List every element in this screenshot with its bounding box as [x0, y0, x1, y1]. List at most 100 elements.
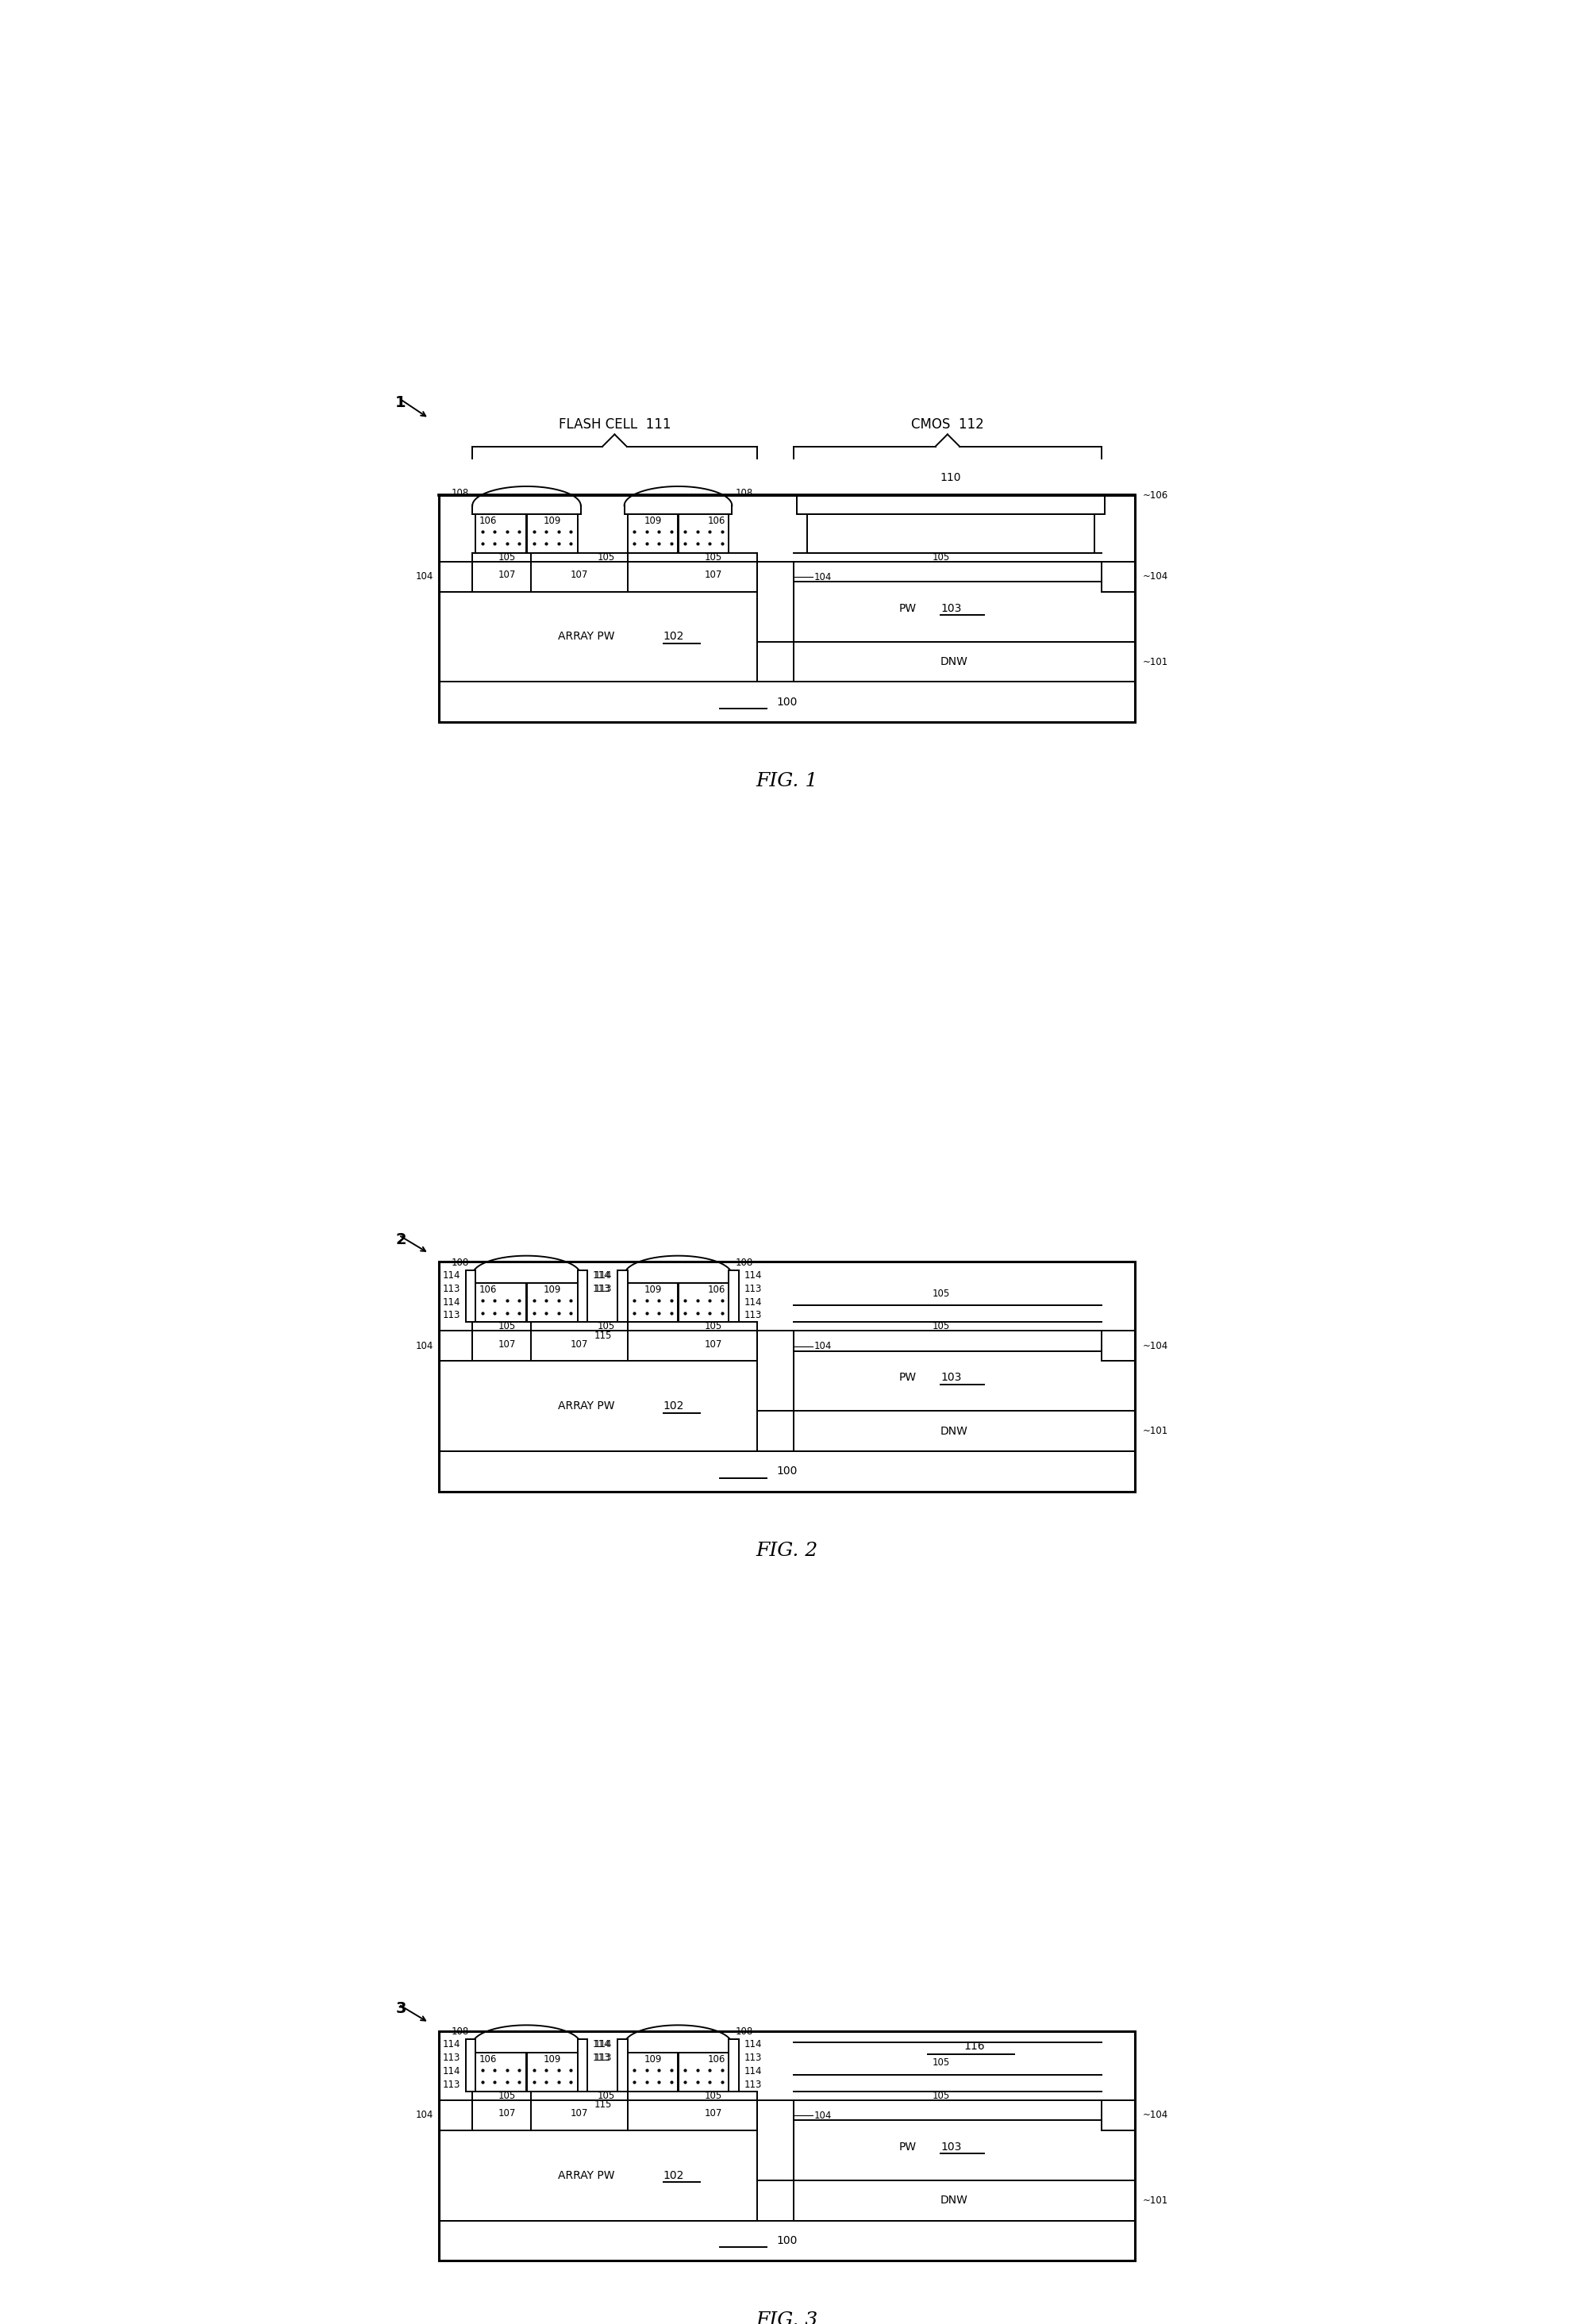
Text: 108: 108	[451, 1257, 469, 1267]
Text: 100: 100	[775, 1466, 798, 1476]
Text: 106: 106	[708, 516, 725, 525]
Text: 116: 116	[963, 2040, 985, 2052]
Text: ~104: ~104	[1142, 1341, 1167, 1350]
Text: 109: 109	[643, 2054, 661, 2064]
Text: PW: PW	[898, 602, 915, 614]
Text: 107: 107	[571, 2108, 588, 2119]
Text: 109: 109	[543, 1285, 562, 1294]
Bar	[439, 562, 472, 593]
Bar	[757, 1332, 793, 1411]
Text: 1: 1	[395, 395, 406, 409]
Bar	[617, 2040, 628, 2092]
Bar	[527, 1283, 577, 1322]
Text: 113: 113	[595, 1283, 612, 1294]
Bar	[439, 593, 757, 681]
Text: 104: 104	[415, 1341, 433, 1350]
Text: 114: 114	[442, 2040, 459, 2050]
Text: 113: 113	[442, 1311, 459, 1320]
Text: 105: 105	[598, 1322, 615, 1332]
Text: 106: 106	[478, 516, 497, 525]
Text: FIG. 2: FIG. 2	[755, 1541, 818, 1559]
Text: 107: 107	[705, 569, 722, 581]
Bar	[757, 562, 793, 641]
Text: 113: 113	[442, 2080, 459, 2089]
Text: ARRAY PW: ARRAY PW	[557, 2171, 613, 2180]
Bar	[678, 514, 728, 553]
Text: 113: 113	[593, 2052, 610, 2064]
Text: 102: 102	[662, 2171, 684, 2180]
Text: 103: 103	[941, 2140, 961, 2152]
Text: 115: 115	[593, 2101, 612, 2110]
Text: 114: 114	[593, 1271, 610, 1281]
Text: 106: 106	[478, 2054, 497, 2064]
Bar	[728, 2040, 738, 2092]
Text: ~101: ~101	[1142, 1427, 1167, 1436]
Text: ~104: ~104	[1142, 572, 1167, 581]
Text: 114: 114	[744, 1271, 761, 1281]
Text: 106: 106	[708, 1285, 725, 1294]
Bar	[475, 514, 525, 553]
Text: 108: 108	[735, 1257, 752, 1267]
Text: 107: 107	[705, 1339, 722, 1350]
Text: PW: PW	[898, 1371, 915, 1383]
Bar	[475, 1283, 525, 1322]
Bar	[757, 2101, 793, 2180]
Text: ~101: ~101	[1142, 658, 1167, 667]
Bar	[628, 2052, 678, 2092]
Text: 114: 114	[593, 2040, 610, 2050]
Text: 105: 105	[931, 2057, 949, 2068]
Text: 108: 108	[451, 488, 469, 497]
Text: 109: 109	[543, 516, 562, 525]
Text: 115: 115	[593, 1329, 612, 1341]
Text: 109: 109	[643, 1285, 661, 1294]
Text: ~101: ~101	[1142, 2196, 1167, 2205]
Text: 105: 105	[931, 2092, 949, 2101]
Bar	[527, 514, 577, 553]
Text: 105: 105	[499, 1322, 516, 1332]
Bar	[793, 641, 1134, 681]
Text: 105: 105	[931, 1287, 949, 1299]
Text: 105: 105	[598, 553, 615, 562]
Bar	[793, 1350, 1134, 1411]
Text: 114: 114	[442, 1297, 459, 1306]
Text: 105: 105	[705, 2092, 722, 2101]
Bar	[439, 1362, 757, 1450]
Text: DNW: DNW	[941, 655, 967, 667]
Text: 108: 108	[451, 2027, 469, 2036]
Text: 2: 2	[395, 1232, 406, 1248]
Bar	[793, 1411, 1134, 1450]
Text: 105: 105	[931, 1322, 949, 1332]
Bar	[796, 495, 1104, 514]
Text: 113: 113	[442, 1283, 459, 1294]
Bar	[466, 1269, 475, 1322]
Text: 114: 114	[442, 1271, 459, 1281]
Text: 104: 104	[415, 572, 433, 581]
Text: FLASH CELL  111: FLASH CELL 111	[558, 418, 670, 432]
Text: 104: 104	[813, 2110, 831, 2122]
Text: ARRAY PW: ARRAY PW	[557, 632, 613, 641]
Text: 113: 113	[595, 2052, 612, 2064]
Text: 105: 105	[499, 2092, 516, 2101]
Bar	[527, 2052, 577, 2092]
Text: 107: 107	[499, 2108, 516, 2119]
Bar	[439, 495, 1134, 723]
Text: 102: 102	[662, 1401, 684, 1411]
Bar	[439, 2031, 1134, 2261]
Bar	[577, 1269, 587, 1322]
Text: 107: 107	[571, 1339, 588, 1350]
Text: 108: 108	[735, 488, 752, 497]
Text: 106: 106	[478, 1285, 497, 1294]
Text: 107: 107	[499, 1339, 516, 1350]
Bar	[628, 514, 678, 553]
Text: 113: 113	[442, 2052, 459, 2064]
Text: DNW: DNW	[941, 2196, 967, 2205]
Text: 113: 113	[744, 2080, 761, 2089]
Bar	[466, 2040, 475, 2092]
Text: 102: 102	[662, 632, 684, 641]
Text: 3: 3	[395, 2001, 406, 2017]
Text: 114: 114	[595, 1271, 612, 1281]
Text: 113: 113	[593, 1283, 610, 1294]
Bar	[793, 2180, 1134, 2222]
Text: 104: 104	[813, 1341, 831, 1350]
Text: ARRAY PW: ARRAY PW	[557, 1401, 613, 1411]
